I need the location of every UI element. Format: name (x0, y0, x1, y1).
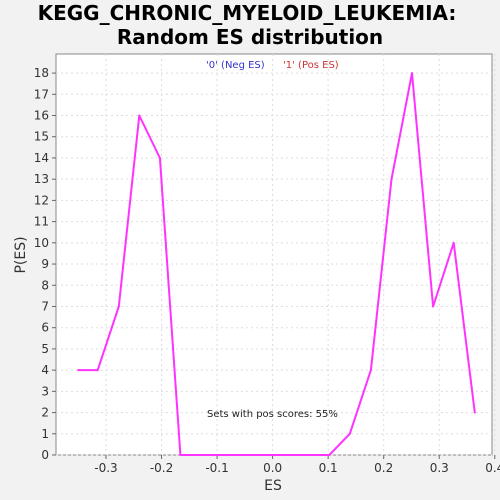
y-tick-label: 5 (41, 342, 49, 356)
y-tick-label: 0 (41, 448, 49, 462)
x-tick-label: 0.1 (319, 461, 338, 475)
series-line (78, 72, 476, 456)
y-tick-label: 3 (41, 384, 49, 398)
data-point (411, 72, 414, 75)
x-tick-label: -0.3 (94, 461, 117, 475)
y-tick-label: 11 (34, 215, 49, 229)
annotation: Sets with pos scores: 55% (207, 409, 338, 420)
y-tick-label: 6 (41, 321, 49, 335)
data-point (138, 114, 141, 117)
series-group (77, 72, 476, 456)
data-point (473, 411, 476, 414)
plot-area (55, 53, 493, 456)
x-tick-label: -0.2 (150, 461, 173, 475)
chart-title: KEGG_CHRONIC_MYELOID_LEUKEMIA: (38, 1, 457, 25)
x-tick-label: 0.4 (485, 461, 500, 475)
data-point (432, 305, 435, 308)
y-tick-label: 8 (41, 278, 49, 292)
legend-entry-pos: '1' (Pos ES) (283, 60, 339, 71)
y-tick-label: 2 (41, 406, 49, 420)
y-tick-label: 14 (34, 151, 49, 165)
y-tick-label: 4 (41, 363, 49, 377)
data-point (179, 454, 182, 456)
y-tick-label: 15 (34, 130, 49, 144)
y-tick-label: 12 (34, 193, 49, 207)
y-tick-label: 1 (41, 427, 49, 441)
data-point (117, 305, 120, 308)
y-axis-label: P(ES) (13, 236, 29, 273)
y-tick-label: 17 (34, 87, 49, 101)
data-point (96, 369, 99, 372)
y-tick-label: 10 (34, 236, 49, 250)
x-axis-ticks: -0.3 -0.2 -0.1 0.0 0.1 0.2 0.3 0.4 (94, 455, 500, 475)
legend-entry-neg: '0' (Neg ES) (206, 60, 265, 71)
y-tick-label: 13 (34, 172, 49, 186)
y-tick-label: 9 (41, 257, 49, 271)
data-point (77, 369, 80, 372)
data-point (390, 178, 393, 181)
x-axis-label: ES (264, 478, 282, 494)
x-tick-label: 0.3 (430, 461, 449, 475)
data-point (452, 241, 455, 244)
chart-subtitle: Random ES distribution (117, 25, 383, 49)
y-tick-label: 7 (41, 299, 49, 313)
data-point (369, 369, 372, 372)
x-tick-label: 0.2 (374, 461, 393, 475)
y-tick-label: 16 (34, 109, 49, 123)
data-point (348, 432, 351, 435)
x-tick-label: 0.0 (263, 461, 282, 475)
x-tick-label: -0.1 (205, 461, 228, 475)
data-point (328, 454, 331, 456)
data-point (158, 156, 161, 159)
y-tick-label: 18 (34, 66, 49, 80)
